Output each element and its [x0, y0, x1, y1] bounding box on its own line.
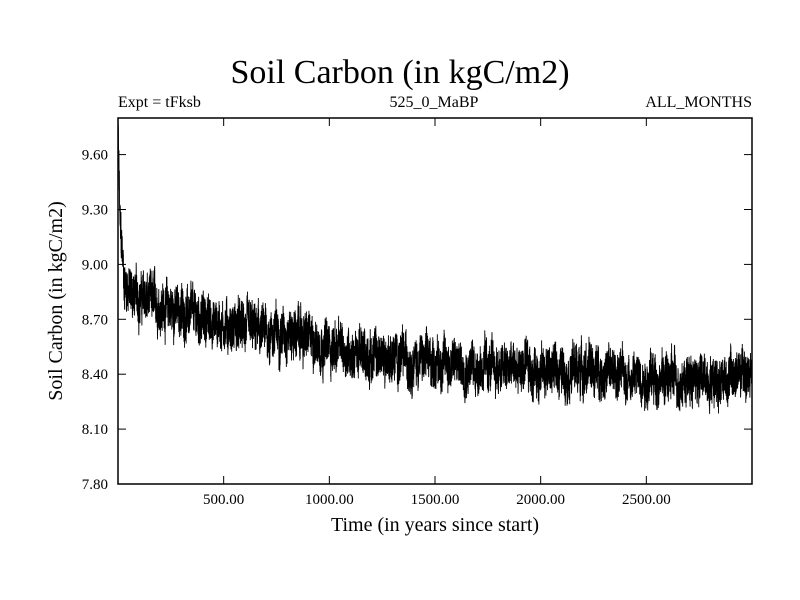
x-tick-label: 2500.00: [622, 492, 671, 508]
chart-title: Soil Carbon (in kgC/m2): [230, 54, 570, 91]
period-label: 525_0_MaBP: [389, 94, 479, 111]
y-tick-label: 9.30: [82, 203, 108, 219]
y-tick-label: 8.40: [82, 367, 108, 383]
y-tick-label: 9.60: [82, 148, 108, 164]
x-tick-label: 2000.00: [516, 492, 565, 508]
x-tick-label: 1000.00: [305, 492, 354, 508]
ticks-layer: 500.00 1000.00 1500.00 2000.00 2500.00 7.80 8.…: [82, 118, 752, 508]
y-tick-label: 7.80: [82, 477, 108, 493]
y-tick-label: 9.00: [82, 257, 108, 273]
series-layer: [117, 117, 753, 414]
y-axis-title: Soil Carbon (in kgC/m2): [45, 201, 67, 400]
x-tick-label: 1500.00: [411, 492, 460, 508]
experiment-label: Expt = tFksb: [118, 94, 201, 111]
x-axis-title: Time (in years since start): [331, 514, 539, 536]
months-label: ALL_MONTHS: [645, 94, 752, 111]
y-tick-label: 8.70: [82, 312, 108, 328]
soil-carbon-series-line: [117, 117, 753, 414]
y-tick-label: 8.10: [82, 422, 108, 438]
plot-frame: [117, 117, 753, 485]
x-tick-label: 500.00: [203, 492, 244, 508]
